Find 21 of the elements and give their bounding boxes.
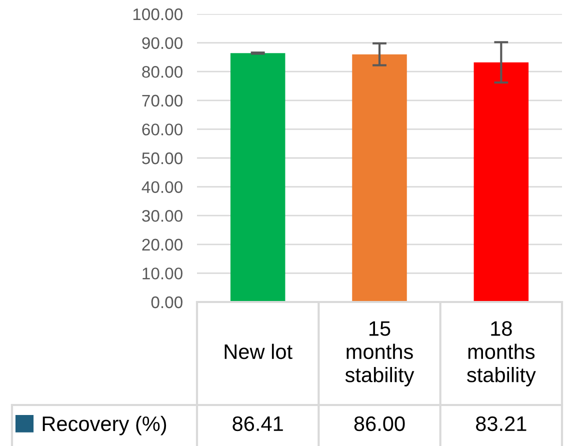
bar xyxy=(230,53,286,302)
y-tick-label: 60.00 xyxy=(142,124,182,136)
y-tick-label: 0.00 xyxy=(151,296,182,308)
y-tick-label: 40.00 xyxy=(142,181,182,194)
y-tick-label: 100.00 xyxy=(133,8,182,20)
data-label: 86.41 xyxy=(232,416,283,432)
y-tick-label: 20.00 xyxy=(142,238,182,251)
y-tick-label: 50.00 xyxy=(142,152,182,164)
y-tick-label: 90.00 xyxy=(142,37,182,50)
data-label: 83.21 xyxy=(476,416,526,432)
x-tick-label: New lot xyxy=(224,344,292,360)
data-label: 86.00 xyxy=(354,416,405,432)
x-tick-label: 15 months stability xyxy=(345,321,414,386)
y-tick-label: 80.00 xyxy=(142,66,182,78)
y-tick-label: 30.00 xyxy=(142,210,182,222)
bar xyxy=(474,62,529,302)
bar xyxy=(352,54,407,302)
x-tick-label: 18 months stability xyxy=(467,321,536,386)
y-tick-label: 10.00 xyxy=(142,268,182,280)
y-tick-label: 70.00 xyxy=(142,94,182,107)
text: Recovery (%) xyxy=(42,416,166,436)
